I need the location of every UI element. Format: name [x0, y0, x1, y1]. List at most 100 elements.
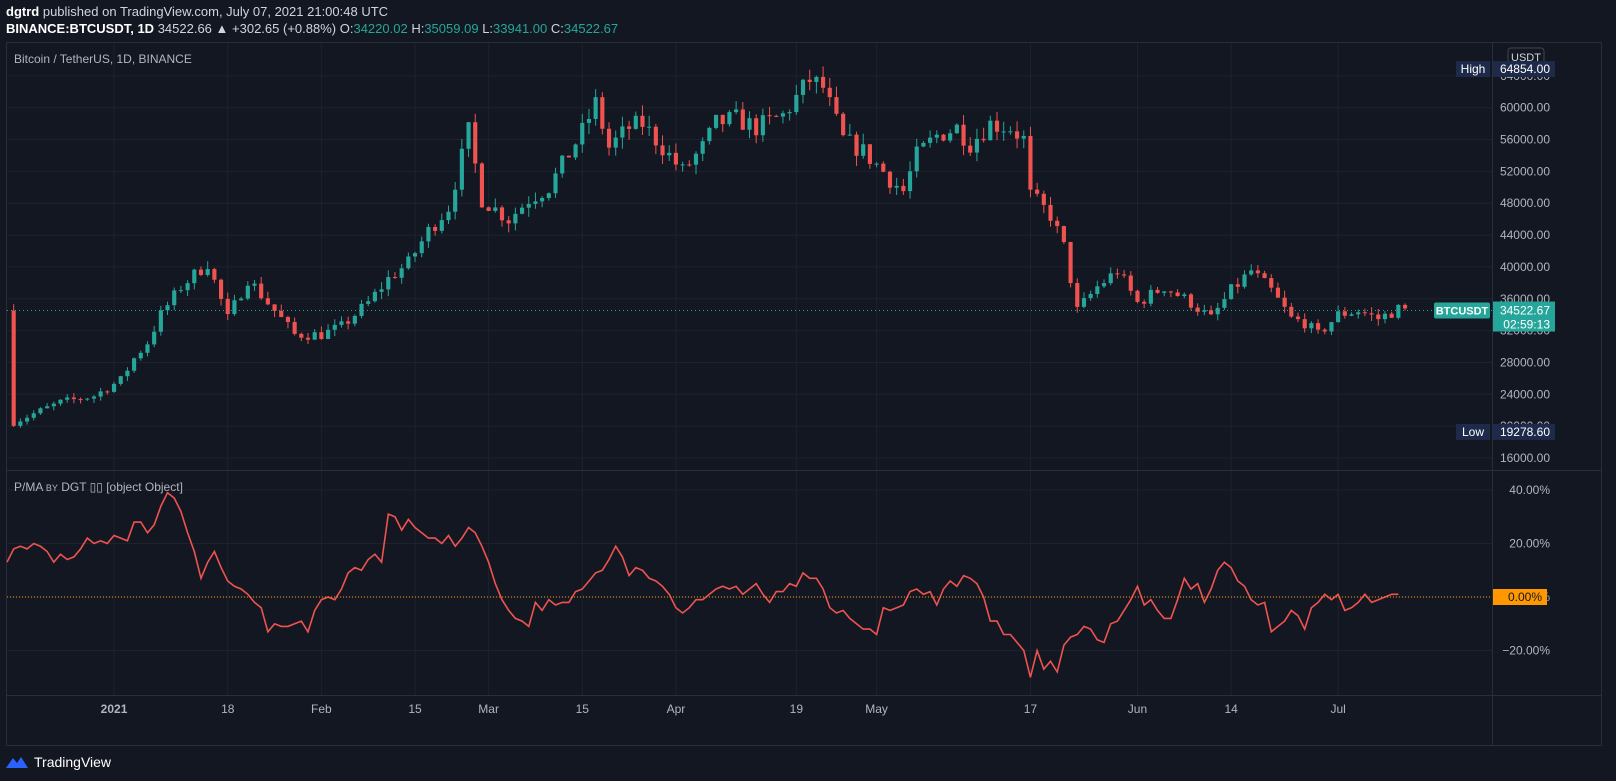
- candle-body: [727, 112, 732, 125]
- candle-body: [834, 97, 839, 114]
- candle-body: [800, 79, 806, 95]
- candle-body: [1014, 131, 1020, 139]
- candle-body: [45, 406, 50, 409]
- low-label: L:: [482, 21, 494, 36]
- indicator-value-tag: [1493, 589, 1547, 605]
- candle-body: [71, 397, 76, 400]
- candle-body: [928, 137, 933, 143]
- candle-body: [479, 163, 485, 208]
- candle-body: [1175, 292, 1180, 297]
- candle-body: [1356, 312, 1361, 315]
- high-marker-value: 64854.00: [1500, 62, 1550, 76]
- author-name[interactable]: dgtrd: [6, 4, 40, 19]
- candle-body: [232, 300, 237, 315]
- candle-body: [914, 146, 919, 172]
- candle-body: [1349, 314, 1354, 316]
- candle-body: [1075, 283, 1080, 307]
- candle-body: [85, 398, 90, 400]
- candle-body: [1195, 307, 1200, 312]
- candle-body: [1108, 273, 1113, 284]
- candle-body: [172, 290, 177, 306]
- candle-body: [1041, 193, 1046, 205]
- candle-body: [680, 164, 685, 166]
- candle-body: [1202, 310, 1207, 312]
- candle-body: [1222, 299, 1227, 308]
- high-marker-value-tag: [1493, 61, 1555, 78]
- candle-body: [901, 185, 906, 192]
- candle-body: [847, 134, 852, 136]
- symbol-tag-label: BTCUSDT: [1436, 306, 1489, 318]
- x-tick-label: 15: [576, 702, 590, 716]
- candle-body: [1001, 131, 1006, 133]
- candle-body: [125, 370, 130, 377]
- candle-body: [580, 122, 585, 145]
- candle-body: [18, 421, 23, 426]
- candle-body: [780, 113, 786, 117]
- candle-body: [1309, 323, 1314, 329]
- candle-body: [1148, 289, 1153, 304]
- x-tick-label: 2021: [101, 702, 128, 716]
- candle-body: [1215, 307, 1220, 315]
- candle-body: [185, 283, 190, 291]
- y-tick-label: −20.00%: [1502, 644, 1550, 658]
- low-marker-tag: [1456, 423, 1490, 440]
- candle-body: [379, 289, 384, 292]
- candle-body: [1255, 270, 1260, 274]
- footer-brand[interactable]: TradingView: [6, 754, 111, 770]
- candle-body: [653, 126, 658, 146]
- ohlc-legend: BINANCE:BTCUSDT, 1D 34522.66 ▲ +302.65 (…: [6, 21, 618, 36]
- y-tick-label: 60000.00: [1500, 101, 1550, 115]
- candle-body: [118, 376, 123, 384]
- candle-body: [1115, 273, 1120, 275]
- y-tick-label: 16000.00: [1500, 451, 1550, 465]
- candle-body: [319, 332, 324, 339]
- candle-body: [540, 197, 545, 202]
- candle-body: [58, 399, 63, 404]
- candle-body: [285, 317, 291, 322]
- candle-body: [566, 155, 571, 158]
- candle-body: [205, 269, 210, 275]
- candle-body: [660, 145, 665, 156]
- indicator-value: 0.00%: [1508, 590, 1542, 604]
- x-tick-label: 17: [1024, 702, 1038, 716]
- low-marker-value: 19278.60: [1500, 425, 1550, 439]
- candle-body: [861, 144, 866, 156]
- candle-body: [988, 120, 993, 141]
- candle-body: [553, 173, 558, 194]
- candle-body: [1396, 304, 1401, 318]
- high-label: H:: [411, 21, 425, 36]
- candle-body: [1275, 287, 1281, 298]
- candle-body: [807, 79, 812, 82]
- candle-body: [439, 220, 444, 231]
- currency-label: USDT: [1511, 52, 1541, 64]
- candle-body: [31, 413, 36, 418]
- x-tick-label: Mar: [478, 702, 499, 716]
- candle-body: [734, 109, 739, 113]
- candle-body: [854, 134, 859, 156]
- y-tick-label: 40.00%: [1509, 483, 1550, 497]
- tradingview-logo-icon: [6, 757, 28, 768]
- candle-body: [1048, 204, 1053, 221]
- candle-body: [560, 155, 565, 174]
- candle-body: [392, 277, 398, 279]
- candle-body: [821, 76, 826, 88]
- candle-body: [1389, 313, 1394, 318]
- x-tick-label: Apr: [667, 702, 686, 716]
- candle-body: [1342, 311, 1347, 316]
- y-tick-label: 52000.00: [1500, 164, 1550, 178]
- close-value: 34522.67: [563, 21, 619, 36]
- candle-body: [1269, 278, 1274, 288]
- candle-body: [1055, 220, 1060, 227]
- candle-body: [51, 403, 56, 407]
- brand-name: TradingView: [34, 754, 112, 770]
- y-tick-label: 28000.00: [1500, 355, 1550, 369]
- candle-body: [1142, 301, 1147, 304]
- chart-frame[interactable]: [6, 42, 1602, 746]
- candle-body: [1101, 283, 1107, 287]
- candle-body: [245, 285, 250, 299]
- candle-body: [486, 207, 491, 211]
- candle-body: [720, 114, 725, 125]
- candle-body: [707, 127, 712, 142]
- candle-body: [165, 305, 170, 311]
